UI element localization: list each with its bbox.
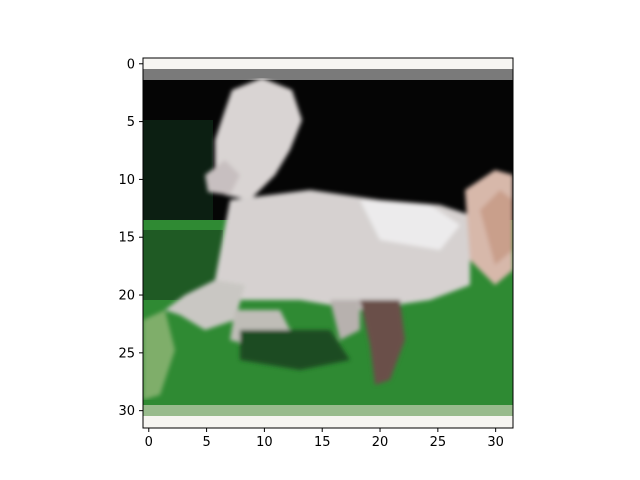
x-tick-label: 30 xyxy=(487,435,504,450)
y-tick-label: 15 xyxy=(118,231,135,246)
x-tick-label: 25 xyxy=(430,435,447,450)
y-tick-label: 10 xyxy=(118,173,135,188)
photo-image xyxy=(143,58,513,428)
y-tick-label: 30 xyxy=(118,404,135,419)
x-tick-label: 20 xyxy=(372,435,389,450)
y-tick-label: 0 xyxy=(127,57,135,72)
y-tick-label: 25 xyxy=(118,346,135,361)
y-tick-label: 20 xyxy=(118,289,135,304)
y-tick-label: 5 xyxy=(127,115,135,130)
x-tick-label: 5 xyxy=(202,435,210,450)
x-tick-label: 15 xyxy=(314,435,331,450)
y-axis: 0 5 10 15 20 25 30 xyxy=(118,57,143,419)
x-tick-label: 10 xyxy=(256,435,273,450)
axes-frame xyxy=(142,57,514,429)
x-axis: 0 5 10 15 20 25 30 xyxy=(145,428,504,450)
x-tick-label: 0 xyxy=(145,435,153,450)
